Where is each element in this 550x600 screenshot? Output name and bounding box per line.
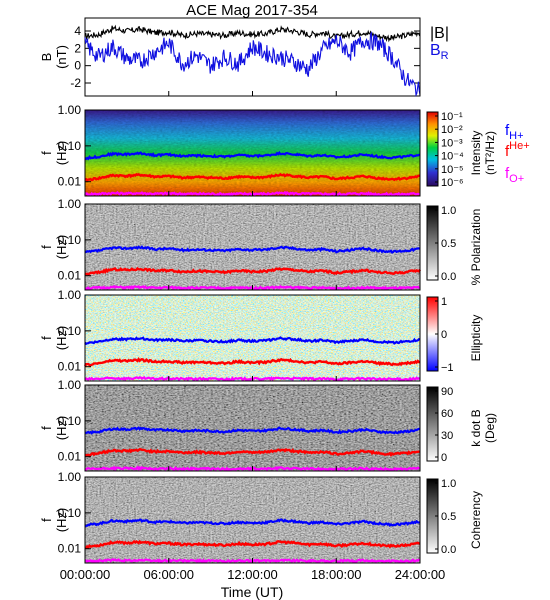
- intensity-fH-line: [84, 150, 420, 161]
- kdotb-ytick-label: 1.00: [58, 378, 82, 392]
- x-tick-label: 18:00:00: [311, 567, 362, 582]
- kdotb-ylabel-unit: (Hz): [54, 416, 69, 441]
- coherency-ytick-label: 1.00: [58, 470, 82, 484]
- kdotb-fHe-line: [84, 447, 420, 457]
- legend-btotal: |B|: [430, 25, 449, 42]
- series-br-line: [84, 31, 421, 97]
- kdotb-ylabel-f: f: [39, 426, 54, 430]
- coherency-cb-tick-label: 0.0: [441, 544, 456, 556]
- field-ytick-label: 2: [74, 41, 81, 55]
- field-panel-frame: [84, 17, 421, 97]
- ellipticity-cb-tick-label: −1: [441, 362, 454, 374]
- x-axis-ticks: 00:00:00 06:00:00 12:00:00 18:00:00 24:00:00: [60, 91, 446, 582]
- ellipticity-colorbar-label: Ellipticity: [469, 315, 483, 362]
- intensity-colorbar-label: (nT²/Hz): [483, 131, 497, 175]
- gyro-legend: fH+ fHe+ fO+: [505, 122, 530, 185]
- intensity-colorbar: [426, 111, 439, 187]
- field-ytick-label: 4: [74, 24, 81, 38]
- ellipticity-ylabel-f: f: [39, 336, 54, 340]
- coherency-fH-line: [84, 518, 420, 528]
- legend-fo: fO+: [505, 165, 524, 185]
- kdotb-colorbar: [426, 386, 439, 462]
- legend-fhe: fHe+: [505, 140, 530, 160]
- intensity-ytick-label: 1.00: [58, 103, 82, 117]
- kdotb-cb-tick-label: 60: [441, 408, 453, 420]
- x-tick-label: 24:00:00: [395, 567, 446, 582]
- coherency-ytick-label: 0.10: [58, 506, 82, 520]
- kdotb-cb-tick-label: 0: [441, 452, 447, 464]
- kdotb-fH-line: [84, 426, 420, 435]
- field-panel: 4 2 0 -2 B (nT) |B| BR: [39, 17, 449, 97]
- polarization-ytick-label: 0.10: [58, 233, 82, 247]
- series-btotal-line: [84, 24, 421, 43]
- intensity-fHe-line: [84, 172, 421, 183]
- coherency-fHe-line: [84, 539, 420, 550]
- polarization-ylabel-f: f: [39, 245, 54, 249]
- intensity-ytick-label: 0.10: [58, 139, 82, 153]
- x-tick-label: 00:00:00: [60, 567, 111, 582]
- coherency-ylabel-unit: (Hz): [54, 508, 69, 533]
- intensity-cb-tick-label: 10⁻⁴: [441, 151, 464, 163]
- legend-fh: fH+: [505, 122, 524, 142]
- coherency-cb-tick-label: 0.5: [441, 511, 456, 523]
- intensity-colorbar-label: Intensity: [469, 131, 483, 176]
- ellipticity-ytick-label: 0.10: [58, 324, 82, 338]
- intensity-panel: 1.00 0.10 0.01 f (Hz) 10⁻¹10⁻²10⁻³ 10⁻⁴10⁻⁵10⁻…: [39, 103, 497, 197]
- coherency-colorbar-label: Coherency: [469, 491, 483, 549]
- field-y-ticks: 4 2 0 -2: [70, 24, 420, 90]
- polarization-colorbar-label: % Polarization: [469, 209, 483, 286]
- kdotb-ytick-label: 0.01: [58, 450, 82, 464]
- kdotb-cb-tick-label: 90: [441, 386, 453, 398]
- kdotb-colorbar-label: (Deg): [483, 413, 497, 443]
- intensity-ylabel-unit: (Hz): [54, 141, 69, 166]
- intensity-ytick-label: 0.01: [58, 175, 82, 189]
- intensity-cb-tick-label: 10⁻¹: [441, 111, 463, 123]
- x-axis-label: Time (UT): [221, 584, 283, 600]
- ellipticity-fH-line: [84, 336, 420, 346]
- polarization-cb-tick-label: 1.0: [441, 205, 456, 217]
- polarization-cb-tick-label: 0.5: [441, 238, 456, 250]
- ellipticity-ytick-label: 0.01: [58, 360, 82, 374]
- coherency-ytick-label: 0.01: [58, 542, 82, 556]
- ellipticity-ytick-label: 1.00: [58, 288, 82, 302]
- polarization-panel: 1.00 0.10 0.01 f (Hz) 1.0 0.5 0.0 % Polarization: [39, 197, 483, 291]
- ellipticity-panel: 1.00 0.10 0.01 f (Hz) 1 0 −1 Ellipticity: [39, 288, 483, 382]
- ellipticity-ylabel-unit: (Hz): [54, 326, 69, 351]
- kdotb-ytick-label: 0.10: [58, 414, 82, 428]
- ellipticity-fHe-line: [83, 357, 420, 367]
- polarization-cb-tick-label: 0.0: [441, 271, 456, 283]
- intensity-cb-tick-label: 10⁻⁵: [441, 164, 464, 176]
- polarization-ytick-label: 1.00: [58, 197, 82, 211]
- figure-title: ACE Mag 2017-354: [186, 2, 318, 19]
- legend-br: BR: [430, 42, 449, 62]
- intensity-cb-tick-label: 10⁻⁶: [441, 177, 464, 189]
- intensity-cb-tick-label: 10⁻³: [441, 137, 463, 149]
- polarization-fHe-line: [84, 266, 422, 276]
- intensity-cb-tick-label: 10⁻²: [441, 124, 463, 136]
- intensity-ylabel-f: f: [39, 151, 54, 155]
- spectral-panels: 1.000.100.01f (Hz)10⁻¹10⁻²10⁻³10⁻⁴10⁻⁵10⁻…: [39, 103, 497, 564]
- coherency-panel: 1.00 0.10 0.01 f (Hz) 1.0 0.5 0.0 Coherency: [39, 470, 483, 564]
- kdotb-cb-tick-label: 30: [441, 430, 453, 442]
- field-ylabel-unit: (nT): [54, 45, 69, 69]
- coherency-cb-tick-label: 1.0: [441, 478, 456, 490]
- kdotb-panel: 1.00 0.10 0.01 f (Hz) 90 60 30 0 k dot B (Deg): [39, 378, 497, 472]
- polarization-ytick-label: 0.01: [58, 269, 82, 283]
- coherency-ylabel-f: f: [39, 518, 54, 522]
- ellipticity-cb-tick-label: 0: [441, 329, 447, 341]
- field-ytick-label: -2: [70, 76, 81, 90]
- polarization-fH-line: [84, 245, 420, 254]
- field-ytick-label: 0: [74, 59, 81, 73]
- field-ylabel-b: B: [39, 53, 54, 62]
- ellipticity-cb-tick-label: 1: [441, 296, 447, 308]
- x-tick-label: 12:00:00: [227, 567, 278, 582]
- kdotb-colorbar-label: k dot B: [469, 409, 483, 446]
- x-tick-label: 06:00:00: [143, 567, 194, 582]
- polarization-ylabel-unit: (Hz): [54, 235, 69, 260]
